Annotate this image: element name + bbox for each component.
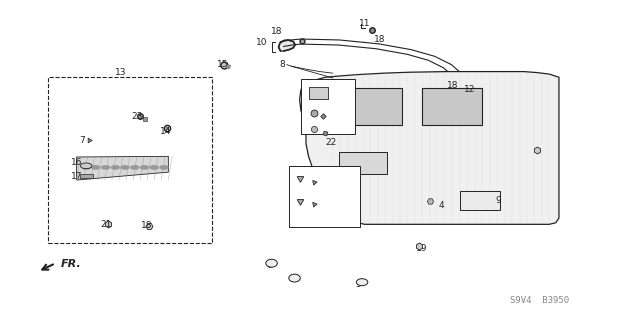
Bar (301, 79, 355, 134)
Text: FR.: FR. (61, 259, 81, 269)
Bar (289, 166, 360, 227)
Circle shape (131, 165, 139, 170)
Ellipse shape (356, 279, 368, 286)
Bar (460, 191, 500, 210)
Text: 5: 5 (355, 280, 361, 289)
Text: 6: 6 (290, 275, 296, 284)
Circle shape (111, 165, 120, 170)
Bar (339, 88, 401, 125)
Text: 3: 3 (318, 109, 324, 118)
Text: 13: 13 (115, 68, 126, 77)
Bar (81, 174, 93, 178)
Bar (339, 152, 387, 174)
Circle shape (150, 165, 159, 170)
Text: 15: 15 (218, 60, 229, 69)
Text: 4: 4 (438, 201, 444, 210)
Text: 21: 21 (101, 220, 112, 229)
Text: 6: 6 (266, 261, 272, 270)
Text: 23: 23 (131, 112, 143, 121)
Text: S9V4  B3950: S9V4 B3950 (510, 296, 570, 305)
Text: 7: 7 (79, 136, 84, 145)
Text: 2: 2 (319, 93, 324, 102)
Circle shape (82, 165, 91, 170)
Text: 18: 18 (141, 221, 152, 230)
Text: 8: 8 (279, 60, 285, 69)
Text: 10: 10 (255, 38, 267, 47)
Text: 20: 20 (309, 204, 321, 213)
Circle shape (92, 165, 100, 170)
Text: 16: 16 (71, 158, 83, 167)
Circle shape (140, 165, 149, 170)
Bar (48, 77, 212, 243)
Text: 9: 9 (495, 196, 501, 205)
Text: 12: 12 (464, 85, 476, 94)
Polygon shape (300, 71, 559, 224)
Text: 19: 19 (416, 243, 428, 253)
Bar (308, 87, 328, 100)
Text: 18: 18 (374, 35, 386, 44)
Text: 17: 17 (71, 172, 83, 182)
Bar (422, 88, 483, 125)
Ellipse shape (266, 259, 277, 267)
Polygon shape (278, 40, 295, 51)
Circle shape (120, 165, 129, 170)
Circle shape (101, 165, 110, 170)
Circle shape (159, 165, 168, 170)
Text: 18: 18 (271, 27, 282, 36)
Ellipse shape (289, 274, 300, 282)
Text: 22: 22 (325, 137, 337, 147)
Text: 14: 14 (160, 127, 172, 136)
Text: 11: 11 (359, 19, 371, 28)
Text: 18: 18 (447, 81, 459, 90)
Text: 20: 20 (309, 177, 321, 186)
Circle shape (81, 163, 92, 169)
Polygon shape (77, 156, 168, 180)
